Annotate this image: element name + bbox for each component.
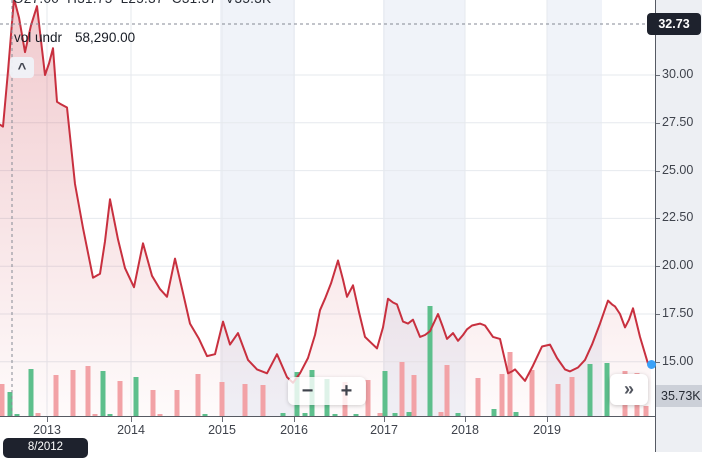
- volume-bar: [7, 392, 13, 416]
- time-axis-label: 2019: [533, 423, 561, 437]
- volume-bar: [14, 414, 20, 416]
- volume-indicator-legend[interactable]: vol undr 58,290.00: [14, 30, 135, 45]
- volume-bar: [92, 414, 98, 416]
- volume-bar: [150, 390, 156, 416]
- time-axis-label: 2013: [33, 423, 61, 437]
- zoom-controls: − +: [288, 377, 366, 405]
- volume-bar: [406, 412, 412, 416]
- price-axis-tickmark: [656, 314, 660, 315]
- time-axis-label: 2018: [451, 423, 479, 437]
- price-axis-label: 25.00: [662, 162, 694, 177]
- volume-bar: [643, 406, 649, 416]
- volume-bar: [455, 413, 461, 416]
- time-axis-label: 2015: [208, 423, 236, 437]
- crosshair-time-badge: 8/2012: [3, 438, 88, 458]
- volume-bar: [382, 371, 388, 416]
- price-axis-tickmark: [656, 170, 660, 172]
- price-axis-label: 27.50: [662, 114, 694, 129]
- volume-bar: [427, 306, 433, 416]
- volume-bar: [219, 382, 225, 416]
- volume-bar: [392, 413, 398, 416]
- price-axis-label: 20.00: [662, 258, 694, 273]
- volume-bar: [604, 363, 610, 416]
- volume-bar: [499, 374, 505, 416]
- price-line: [0, 0, 652, 384]
- time-scale[interactable]: 2013 2014 2015 2016 2017 2018 2019 8/2012: [0, 416, 655, 458]
- volume-bar: [475, 378, 481, 416]
- volume-bar: [353, 414, 359, 416]
- price-axis-tickmark: [656, 361, 660, 363]
- last-price-dot: [646, 360, 656, 370]
- volume-bar: [411, 375, 417, 416]
- time-axis-label: 2014: [117, 423, 145, 437]
- price-axis-tickmark: [656, 122, 660, 124]
- volume-bar: [0, 384, 5, 416]
- volume-bar: [529, 370, 535, 416]
- volume-bar: [569, 377, 575, 416]
- volume-bar: [202, 414, 208, 416]
- volume-bar: [28, 369, 34, 416]
- time-axis-tickmark: [547, 417, 548, 422]
- volume-bar: [491, 409, 497, 416]
- volume-bar: [280, 413, 286, 416]
- volume-bar: [70, 370, 76, 416]
- time-axis-tickmark: [465, 417, 466, 422]
- volume-bar: [507, 352, 513, 416]
- indicator-value: 58,290.00: [75, 30, 136, 45]
- price-scale[interactable]: 30.00 27.50 25.00 22.50 20.00 17.50 15.00 32.7…: [647, 0, 702, 452]
- price-axis-tickmark: [656, 266, 660, 268]
- volume-bar: [365, 380, 371, 416]
- volume-bar: [100, 371, 106, 416]
- indicator-label: vol undr: [14, 30, 63, 45]
- zoom-out-button[interactable]: −: [288, 377, 327, 405]
- volume-value-badge: 35.73K: [656, 385, 702, 407]
- price-area-fill: [0, 0, 651, 416]
- volume-bar: [377, 413, 383, 416]
- volume-bar: [133, 377, 139, 416]
- ohlc-legend-row[interactable]: O27.00 H31.75 L25.37 C31.37 V35.3K: [13, 0, 271, 6]
- legend-collapse-button[interactable]: ^: [10, 57, 34, 78]
- volume-bar: [117, 381, 123, 416]
- time-axis-tickmark: [47, 417, 48, 422]
- price-axis-label: 17.50: [662, 306, 694, 320]
- volume-bar: [587, 364, 593, 416]
- zoom-in-button[interactable]: +: [327, 377, 366, 405]
- volume-bar: [53, 375, 59, 416]
- time-axis-tickmark: [222, 417, 223, 422]
- volume-bar: [513, 412, 519, 416]
- time-axis-label: 2017: [370, 423, 398, 437]
- volume-bar: [302, 413, 308, 416]
- price-axis-tickmark: [656, 218, 660, 220]
- volume-bar: [85, 366, 91, 416]
- price-axis-label: 30.00: [662, 67, 694, 81]
- volume-bar: [107, 414, 113, 416]
- time-axis-tickmark: [384, 417, 385, 422]
- volume-bar: [35, 413, 41, 416]
- volume-bar: [444, 365, 450, 416]
- price-axis-tickmark: [656, 75, 660, 76]
- go-to-realtime-button[interactable]: »: [610, 374, 648, 405]
- volume-bar: [399, 362, 405, 416]
- crosshair-price-badge: 32.73: [647, 13, 701, 35]
- volume-bar: [260, 385, 266, 416]
- volume-bar: [242, 384, 248, 416]
- volume-bar: [555, 384, 561, 416]
- volume-bar: [157, 414, 163, 416]
- volume-bar: [438, 412, 444, 416]
- price-axis-label: 22.50: [662, 210, 694, 225]
- volume-bar: [195, 374, 201, 416]
- price-axis-label: 15.00: [662, 353, 694, 368]
- time-axis-tickmark: [131, 417, 132, 422]
- time-axis-label: 2016: [280, 423, 308, 437]
- time-axis-tickmark: [294, 417, 295, 422]
- volume-bar: [174, 390, 180, 416]
- volume-bar: [332, 414, 338, 416]
